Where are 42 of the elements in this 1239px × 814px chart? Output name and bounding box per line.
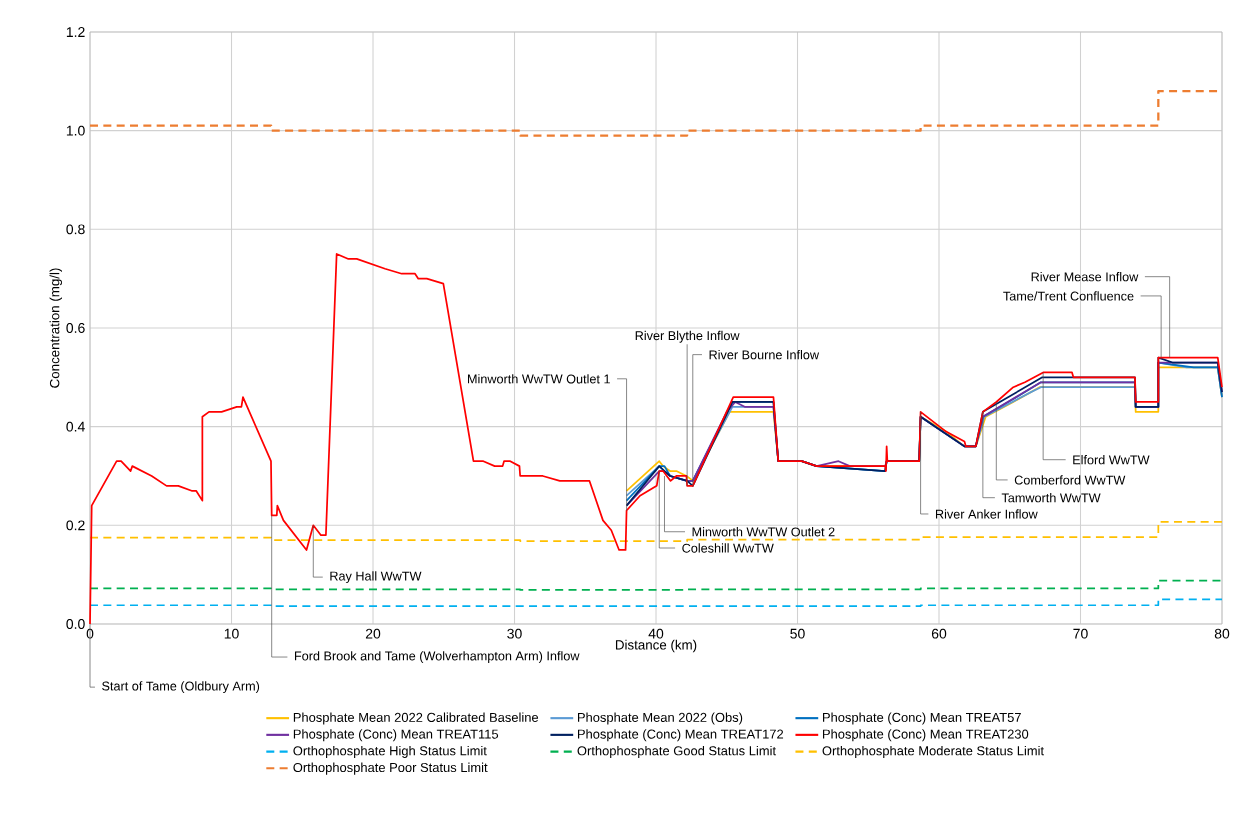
legend-label: Orthophosphate Good Status Limit — [577, 745, 776, 758]
x-tick-label: 70 — [1073, 628, 1088, 639]
legend-label: Orthophosphate Moderate Status Limit — [822, 745, 1044, 758]
legend-label: Phosphate (Conc) Mean TREAT57 — [823, 712, 1021, 725]
annotation: River Anker Inflow — [935, 509, 1038, 519]
y-axis-title: Concentration (mg/l) — [49, 268, 63, 388]
y-tick-label: 1.0 — [66, 125, 85, 136]
annotation: River Bourne Inflow — [709, 349, 820, 360]
annotation: Start of Tame (Oldbury Arm) — [102, 681, 260, 694]
legend-label: Phosphate Mean 2022 (Obs) — [578, 712, 743, 725]
y-tick-label: 0.6 — [66, 323, 85, 333]
legend-label: Phosphate Mean 2022 Calibrated Baseline — [293, 712, 539, 725]
annotation: Minworth WwTW Outlet 2 — [692, 527, 835, 537]
annotation: River Blythe Inflow — [635, 330, 740, 343]
annotation: Comberford WwTW — [1014, 475, 1126, 485]
legend-label: Orthophosphate High Status Limit — [293, 745, 487, 758]
y-tick-label: 1.2 — [66, 27, 85, 37]
legend-label: Phosphate (Conc) Mean TREAT115 — [293, 729, 499, 742]
annotation: Ray Hall WwTW — [330, 571, 422, 584]
annotation: Elford WwTW — [1073, 455, 1150, 465]
annotation: Ford Brook and Tame (Wolverhampton Arm) Inflow — [295, 651, 580, 663]
legend-label: Phosphate (Conc) Mean TREAT172 — [578, 729, 784, 742]
annotation: Tamworth WwTW — [1001, 493, 1101, 503]
x-tick-label: 10 — [224, 628, 239, 639]
x-axis-title: Distance (km) — [615, 639, 697, 653]
y-tick-label: 0.2 — [66, 520, 85, 531]
y-tick-label: 0.0 — [66, 619, 85, 629]
annotation: Coleshill WwTW — [682, 543, 774, 553]
x-tick-label: 40 — [648, 628, 664, 639]
x-tick-label: 20 — [365, 628, 381, 639]
x-tick-label: 80 — [1214, 628, 1230, 639]
x-tick-label: 50 — [790, 628, 805, 639]
annotation: Tame/Trent Confluence — [1003, 291, 1134, 301]
legend-label: Orthophosphate Poor Status Limit — [293, 762, 488, 775]
annotation: Minworth WwTW Outlet 1 — [468, 374, 610, 384]
x-tick-label: 60 — [931, 628, 947, 639]
annotation: River Mease Inflow — [1031, 272, 1139, 282]
y-tick-label: 0.4 — [66, 421, 85, 432]
x-tick-label: 30 — [507, 628, 522, 639]
legend-label: Phosphate (Conc) Mean TREAT230 — [823, 729, 1029, 742]
x-tick-label: 0 — [86, 628, 94, 639]
y-tick-label: 0.8 — [66, 224, 85, 235]
